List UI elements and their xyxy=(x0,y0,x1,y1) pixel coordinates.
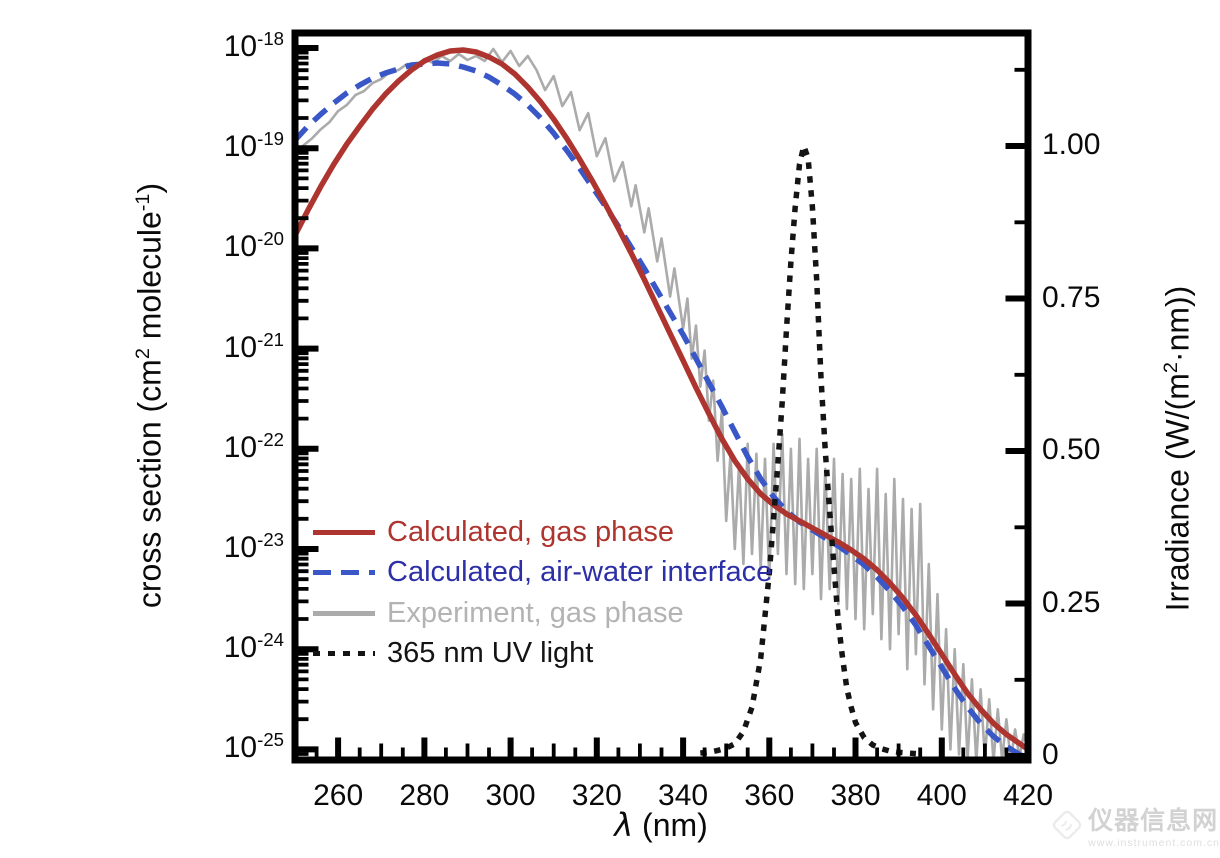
y-left-tick-label: 10-20 xyxy=(223,228,284,264)
watermark-site-name: 仪器信息网 xyxy=(1088,807,1219,835)
y-left-tick-label: 10-21 xyxy=(223,328,284,364)
y-right-tick-label: 0 xyxy=(1042,738,1059,771)
x-tick-label: 280 xyxy=(399,779,450,812)
legend-item-calculated-gas-phase: Calculated, gas phase xyxy=(313,512,674,552)
series-calculated-gas-phase xyxy=(298,47,1025,751)
x-tick-label: 300 xyxy=(485,779,536,812)
legend-item-experiment-gas-phase: Experiment, gas phase xyxy=(313,593,684,633)
y-left-tick-label: 10-18 xyxy=(223,28,284,63)
series-365-nm-uv-light xyxy=(700,143,917,757)
x-axis-title: λ (nm) xyxy=(614,806,708,844)
watermark-site-url: www.instrument.com.cn xyxy=(1088,837,1220,849)
x-tick-label: 420 xyxy=(1002,779,1054,812)
plot-frame xyxy=(291,29,1032,764)
x-tick-label: 380 xyxy=(830,779,881,812)
legend-label: 365 nm UV light xyxy=(387,636,594,669)
legend-line-sample-gray-solid xyxy=(313,610,375,616)
x-tick-label: 360 xyxy=(744,779,795,812)
legend-label: Calculated, gas phase xyxy=(387,515,674,548)
y-left-tick-label: 10-25 xyxy=(223,729,284,765)
y-left-tick-label: 10-22 xyxy=(223,428,284,464)
y-left-axis-title: cross section (cm2 molecule-1) xyxy=(131,182,168,609)
lambda-symbol: λ xyxy=(614,806,634,844)
legend-line-sample-black-dotted xyxy=(313,650,375,656)
legend-line-sample-red-solid xyxy=(313,529,375,535)
legend-line-sample-blue-dashed xyxy=(313,569,375,575)
y-right-tick-label: 0.50 xyxy=(1042,433,1101,466)
x-tick-label: 260 xyxy=(313,779,364,812)
y-right-axis-title: Irradiance (W/(m2·nm)) xyxy=(1159,285,1196,612)
legend-label: Experiment, gas phase xyxy=(387,596,684,629)
x-tick-label: 340 xyxy=(658,779,709,812)
y-left-tick-label: 10-24 xyxy=(223,629,284,665)
legend-label: Calculated, air-water interface xyxy=(387,555,773,588)
x-tick-label: 320 xyxy=(571,779,622,812)
y-right-tick-label: 0.25 xyxy=(1042,585,1101,619)
legend-item-365nm-uv-light: 365 nm UV light xyxy=(313,633,593,673)
x-tick-label: 400 xyxy=(916,779,967,812)
y-left-tick-label: 10-19 xyxy=(223,128,284,164)
watermark-logo-icon xyxy=(1052,810,1082,840)
y-right-tick-label: 0.75 xyxy=(1042,280,1101,314)
minor-ticks xyxy=(298,50,1025,757)
legend-item-calculated-air-water-interface: Calculated, air-water interface xyxy=(313,552,772,592)
y-right-tick-label: 1.00 xyxy=(1042,128,1101,161)
series-experiment-gas-phase xyxy=(298,47,1025,761)
y-left-tick-label: 10-23 xyxy=(223,529,284,564)
watermark: 仪器信息网 www.instrument.com.cn xyxy=(1052,796,1220,854)
major-ticks xyxy=(298,45,1031,759)
